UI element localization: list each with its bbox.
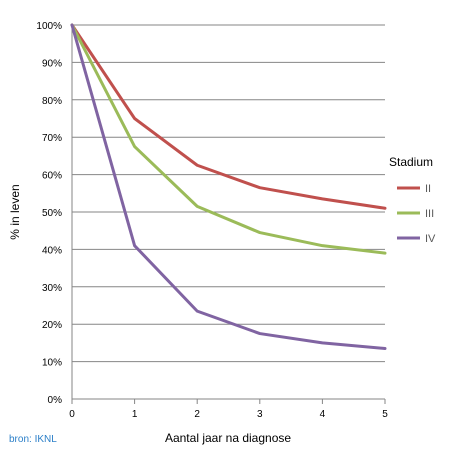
y-tick-label: 60% (42, 171, 62, 182)
series-lines (70, 23, 387, 351)
y-tick-label: 30% (42, 283, 62, 294)
legend-label-iv: IV (425, 233, 436, 245)
source-note: bron: IKNL (9, 434, 57, 445)
x-tick-label: 3 (257, 409, 263, 420)
x-tick-label: 5 (382, 409, 388, 420)
legend-label-ii: II (425, 183, 431, 195)
y-tick-label: 80% (42, 96, 62, 107)
x-tick-label: 2 (194, 409, 200, 420)
y-tick-label: 10% (42, 358, 62, 369)
y-tick-label: 100% (36, 21, 62, 32)
gridlines (72, 24, 385, 363)
series-line-iii (70, 23, 387, 255)
series-line-ii (70, 23, 387, 210)
y-tick-label: 40% (42, 245, 62, 256)
series-line-iv (70, 23, 387, 351)
axes (71, 25, 386, 404)
x-tick-label: 4 (320, 409, 326, 420)
y-tick-label: 70% (42, 133, 62, 144)
y-tick-label: 50% (42, 208, 62, 219)
y-axis-title: % in leven (8, 184, 22, 239)
x-axis-title: Aantal jaar na diagnose (165, 431, 291, 445)
x-tick-label: 1 (132, 409, 138, 420)
legend-title: Stadium (389, 155, 433, 169)
x-tick-labels: 0 1 2 3 4 5 (69, 409, 388, 420)
y-tick-label: 0% (48, 395, 63, 406)
legend-label-iii: III (425, 208, 434, 220)
x-tick-label: 0 (69, 409, 75, 420)
y-tick-label: 20% (42, 320, 62, 331)
y-tick-label: 90% (42, 58, 62, 69)
y-tick-labels: 0% 10% 20% 30% 40% 50% 60% 70% 80% 90% 100% (36, 21, 62, 406)
